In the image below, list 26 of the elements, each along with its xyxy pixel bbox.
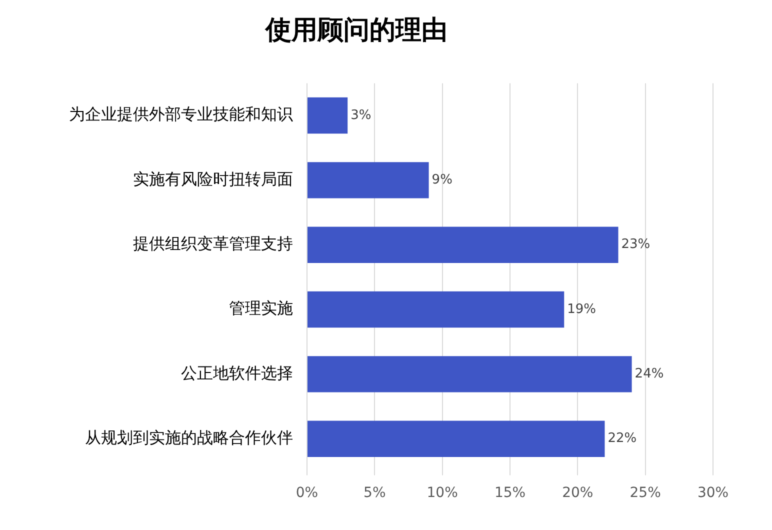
y-tick-label: 提供组织变革管理支持 (133, 234, 293, 254)
data-label: 19% (567, 302, 596, 317)
x-tick-label: 5% (364, 485, 386, 502)
x-tick-label: 10% (426, 485, 458, 502)
bar (308, 97, 348, 134)
data-label: 9% (432, 172, 452, 188)
bar (308, 291, 564, 328)
data-label: 23% (621, 237, 650, 252)
bar (308, 226, 618, 263)
x-tick-label: 0% (296, 485, 318, 502)
x-tick-label: 15% (494, 485, 526, 502)
y-tick-label: 公正地软件选择 (181, 363, 293, 382)
y-tick-label: 从规划到实施的战略合作伙伴 (85, 428, 293, 448)
bar (308, 356, 632, 392)
bar (308, 420, 605, 457)
data-label: 3% (350, 108, 372, 123)
data-label: 24% (634, 366, 664, 382)
x-tick-label: 20% (562, 485, 594, 502)
x-tick-label: 30% (697, 485, 729, 502)
bar (308, 162, 429, 198)
chart-title: 使用顾问的理由 (264, 15, 448, 46)
y-tick-label: 为企业提供外部专业技能和知识 (69, 104, 293, 124)
y-tick-label: 管理实施 (229, 298, 293, 318)
data-label: 22% (608, 431, 637, 446)
x-tick-label: 25% (630, 485, 661, 502)
y-tick-label: 实施有风险时扭转局面 (133, 169, 293, 188)
